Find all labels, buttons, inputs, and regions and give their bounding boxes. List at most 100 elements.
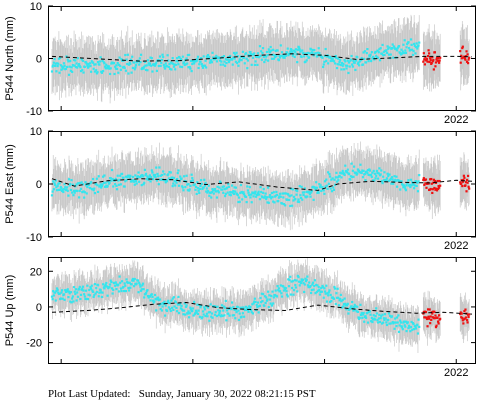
data-point <box>306 284 310 287</box>
data-point <box>72 194 75 197</box>
data-point <box>63 183 66 186</box>
data-point <box>170 68 173 71</box>
data-point <box>125 58 128 61</box>
data-point <box>69 59 72 63</box>
data-point <box>141 175 145 178</box>
data-point <box>291 286 294 290</box>
data-point <box>104 283 107 286</box>
data-point <box>308 56 311 59</box>
data-point <box>418 174 421 177</box>
data-point <box>71 183 74 186</box>
data-point <box>108 286 111 289</box>
data-point <box>260 190 263 194</box>
data-point <box>231 191 234 194</box>
data-point <box>98 185 102 188</box>
data-point <box>336 287 339 290</box>
data-point <box>289 187 292 190</box>
data-point <box>210 59 213 62</box>
data-point <box>260 301 263 304</box>
data-point <box>114 177 117 181</box>
data-point <box>192 59 195 63</box>
data-point <box>349 175 353 178</box>
data-point-recent <box>462 178 465 182</box>
data-point <box>174 63 177 66</box>
data-point <box>223 314 226 317</box>
data-point-recent <box>459 61 462 64</box>
data-point <box>377 172 380 175</box>
data-point <box>251 192 255 195</box>
data-point <box>156 172 159 175</box>
data-point <box>333 285 336 289</box>
data-point <box>197 189 200 192</box>
data-point <box>139 61 142 64</box>
data-point <box>325 284 328 287</box>
data-point <box>267 59 270 62</box>
data-point <box>90 181 93 184</box>
data-point <box>259 54 262 57</box>
data-point <box>78 196 81 199</box>
data-point <box>279 284 282 287</box>
data-point <box>408 46 411 50</box>
data-point-recent <box>461 45 464 48</box>
data-point <box>67 296 70 299</box>
data-point <box>325 55 329 58</box>
data-point <box>416 332 420 335</box>
data-point <box>343 58 346 62</box>
data-point <box>221 185 224 188</box>
data-point <box>399 321 402 324</box>
data-point <box>284 288 287 291</box>
data-point <box>365 170 368 173</box>
data-point <box>306 195 309 198</box>
data-point <box>321 186 324 189</box>
data-point <box>386 172 389 175</box>
data-point <box>399 319 402 322</box>
data-point-recent <box>461 316 464 320</box>
data-point-recent <box>465 190 468 193</box>
data-point <box>414 180 418 183</box>
data-point <box>363 50 366 53</box>
data-point <box>241 50 244 53</box>
data-point <box>62 66 65 69</box>
data-point <box>318 288 321 292</box>
data-point <box>247 191 250 194</box>
data-point <box>383 171 386 174</box>
data-point <box>67 290 71 293</box>
data-point <box>417 180 420 183</box>
data-point <box>103 287 106 290</box>
data-point <box>176 303 179 306</box>
data-point <box>249 196 252 199</box>
data-point <box>268 194 272 197</box>
data-point <box>291 280 294 283</box>
data-point <box>237 309 240 312</box>
data-point <box>261 293 265 296</box>
data-point <box>267 305 270 309</box>
data-point <box>274 49 277 52</box>
data-point <box>414 52 417 55</box>
data-point <box>354 171 358 174</box>
data-point <box>392 45 396 48</box>
data-point <box>329 187 332 190</box>
y-axis-label: P544 Up (mm) <box>4 275 16 347</box>
data-point <box>110 168 114 172</box>
data-point <box>145 178 148 181</box>
data-point <box>330 59 334 62</box>
data-point <box>282 285 285 288</box>
data-point <box>309 195 312 198</box>
data-point <box>328 173 331 176</box>
data-point <box>218 186 221 189</box>
data-point <box>381 313 384 316</box>
data-point <box>387 318 390 322</box>
data-point <box>278 54 281 57</box>
data-point <box>158 166 161 169</box>
data-point <box>77 182 80 185</box>
data-point <box>148 176 151 179</box>
data-point <box>409 48 412 52</box>
data-point <box>300 55 303 59</box>
data-point <box>188 312 191 315</box>
data-point <box>126 176 129 179</box>
data-point <box>163 300 166 303</box>
data-point <box>198 187 201 191</box>
data-point <box>117 71 120 74</box>
data-point <box>202 186 205 189</box>
data-point <box>148 174 152 177</box>
